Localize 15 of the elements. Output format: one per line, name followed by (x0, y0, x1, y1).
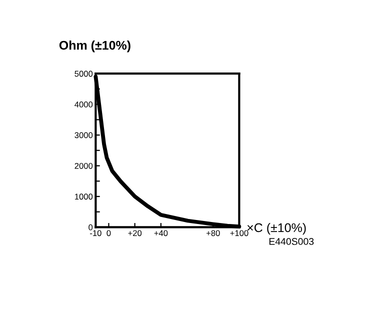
x-axis-title: ×C (±10%) (247, 222, 306, 235)
y-tick-label: 5000 (74, 70, 93, 77)
y-axis-title: Ohm (±10%) (59, 40, 130, 52)
y-tick-label: 2000 (74, 162, 93, 169)
x-tick-label: +100 (230, 230, 248, 236)
y-tick-label: 0 (88, 224, 93, 230)
x-tick-label: 0 (106, 230, 111, 236)
x-tick-label: -10 (90, 230, 102, 236)
y-tick-label: 3000 (74, 132, 93, 138)
y-tick-label: 4000 (74, 102, 93, 108)
y-tick-label: 1000 (75, 194, 93, 200)
x-tick-label: +20 (128, 230, 142, 236)
x-tick-label: +80 (206, 230, 220, 236)
text: E440S003 (269, 238, 314, 245)
x-tick-label: +40 (154, 230, 168, 236)
